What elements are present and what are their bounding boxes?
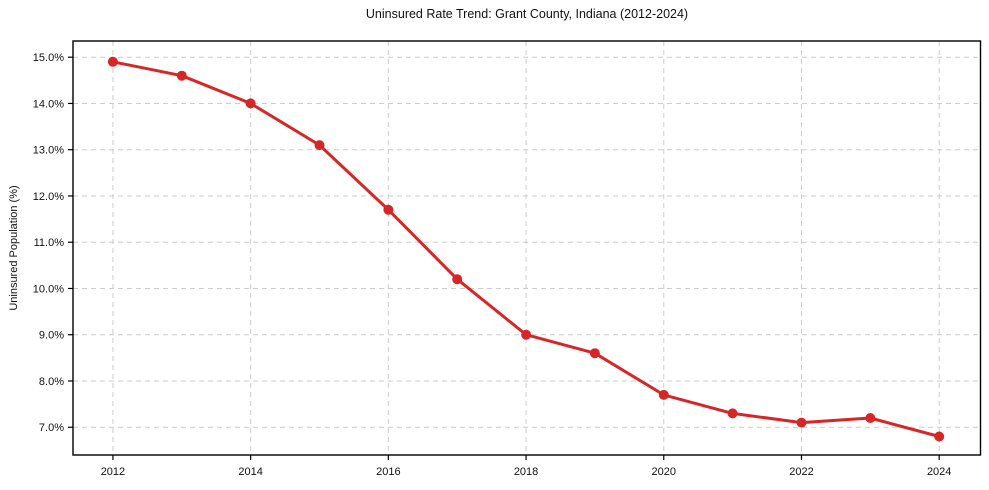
y-tick-label: 13.0% [33,145,64,157]
y-tick-label: 12.0% [33,191,64,203]
data-point-marker [589,348,600,359]
y-tick-label: 14.0% [33,98,64,110]
data-point-marker [796,417,807,428]
data-point-marker [934,431,945,442]
data-point-marker [865,413,876,423]
y-tick-label: 8.0% [39,376,64,388]
data-point-marker [107,56,118,67]
x-tick-label: 2022 [789,466,813,478]
data-point-marker [452,274,463,285]
x-tick-label: 2016 [376,466,400,478]
data-point-marker [658,389,669,400]
data-point-marker [245,98,256,109]
x-tick-label: 2012 [101,466,125,478]
plot-border [72,40,982,456]
y-tick-label: 11.0% [34,237,65,249]
data-point-marker [727,408,738,419]
y-tick-label: 10.0% [33,283,64,295]
data-point-marker [314,140,325,151]
data-point-marker [521,329,532,340]
chart-title: Uninsured Rate Trend: Grant County, Indi… [365,7,689,21]
data-point-marker [176,70,187,81]
x-tick-label: 2020 [652,466,676,478]
y-tick-label: 7.0% [39,422,64,434]
x-tick-label: 2018 [514,466,538,478]
x-tick-label: 2024 [927,466,951,478]
x-tick-label: 2014 [238,466,262,478]
data-point-marker [383,204,394,215]
y-tick-label: 15.0% [33,52,64,64]
y-tick-label: 9.0% [39,330,64,342]
